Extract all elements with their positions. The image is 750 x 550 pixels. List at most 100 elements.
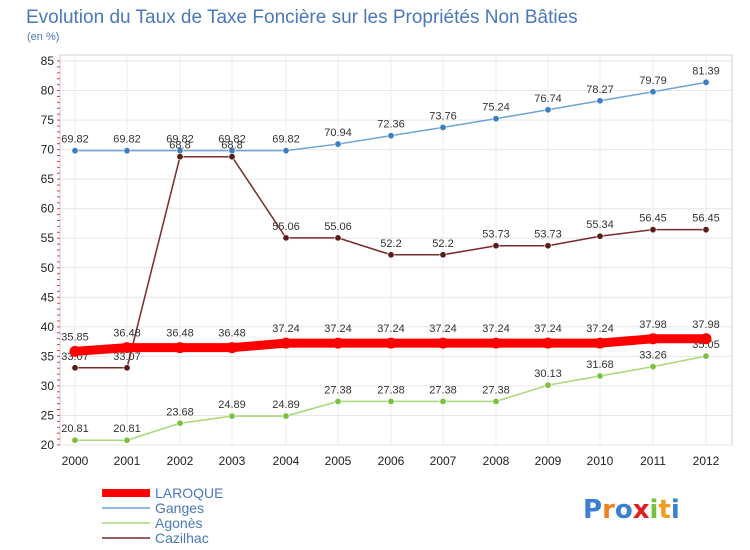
data-label-laroque: 37.24 bbox=[482, 323, 510, 335]
data-point-agons bbox=[282, 412, 290, 420]
data-label-ganges: 75.24 bbox=[482, 102, 510, 114]
data-point-agons bbox=[702, 352, 710, 360]
data-point-laroque bbox=[69, 345, 81, 357]
data-label-cazilhac: 56.45 bbox=[639, 213, 667, 225]
data-label-laroque: 37.24 bbox=[534, 323, 562, 335]
data-point-ganges bbox=[439, 123, 447, 131]
logo-letter: i bbox=[650, 495, 659, 525]
data-point-laroque bbox=[174, 342, 186, 354]
data-label-agons: 20.81 bbox=[61, 423, 89, 435]
data-label-ganges: 69.82 bbox=[113, 134, 141, 146]
data-label-ganges: 70.94 bbox=[324, 127, 352, 139]
x-tick-label: 2006 bbox=[378, 454, 405, 468]
data-point-laroque bbox=[647, 333, 659, 345]
data-label-cazilhac: 55.06 bbox=[272, 221, 300, 233]
data-label-laroque: 37.98 bbox=[639, 319, 667, 331]
data-point-agons bbox=[228, 412, 236, 420]
logo-letter: o bbox=[615, 495, 633, 525]
data-label-ganges: 69.82 bbox=[272, 134, 300, 146]
y-tick-label: 50 bbox=[41, 261, 55, 275]
data-point-agons bbox=[71, 436, 79, 444]
y-tick-label: 40 bbox=[41, 320, 55, 334]
data-label-cazilhac: 68.8 bbox=[221, 140, 242, 152]
data-label-laroque: 36.48 bbox=[166, 328, 194, 340]
x-tick-label: 2002 bbox=[167, 454, 194, 468]
data-point-cazilhac bbox=[439, 251, 447, 259]
data-point-ganges bbox=[649, 88, 657, 96]
data-label-laroque: 37.98 bbox=[692, 319, 720, 331]
y-tick-label: 60 bbox=[41, 202, 55, 216]
y-tick-label: 30 bbox=[41, 379, 55, 393]
data-label-laroque: 35.85 bbox=[61, 331, 89, 343]
data-label-agons: 31.68 bbox=[586, 359, 614, 371]
data-point-cazilhac bbox=[544, 242, 552, 250]
data-label-laroque: 37.24 bbox=[429, 323, 457, 335]
data-point-ganges bbox=[334, 140, 342, 148]
data-label-agons: 27.38 bbox=[324, 384, 352, 396]
data-label-agons: 24.89 bbox=[218, 399, 246, 411]
data-point-cazilhac bbox=[71, 364, 79, 372]
y-tick-label: 65 bbox=[41, 172, 55, 186]
data-point-ganges bbox=[702, 78, 710, 86]
data-label-ganges: 81.39 bbox=[692, 65, 720, 77]
data-label-laroque: 37.24 bbox=[272, 323, 300, 335]
y-tick-label: 55 bbox=[41, 231, 55, 245]
data-label-cazilhac: 33.07 bbox=[113, 351, 141, 363]
legend-label-cazilhac: Cazilhac bbox=[155, 530, 209, 546]
x-tick-label: 2010 bbox=[587, 454, 614, 468]
data-point-laroque bbox=[542, 337, 554, 349]
data-point-ganges bbox=[596, 97, 604, 105]
plot-area: 20 25 30 35 40 45 50 55 60 65 70 75 80 85 2000 2001 2002… bbox=[41, 54, 733, 468]
data-label-agons: 23.68 bbox=[166, 406, 194, 418]
logo-letter: x bbox=[633, 495, 650, 525]
data-label-ganges: 73.76 bbox=[429, 110, 457, 122]
data-label-agons: 24.89 bbox=[272, 399, 300, 411]
y-tick-label: 20 bbox=[41, 438, 55, 452]
data-point-laroque bbox=[437, 337, 449, 349]
legend-label-laroque: LAROQUE bbox=[155, 485, 223, 501]
data-point-laroque bbox=[280, 337, 292, 349]
chart-subtitle: (en %) bbox=[27, 31, 59, 43]
logo-letter: r bbox=[602, 495, 615, 525]
logo-letter: P bbox=[583, 495, 602, 525]
data-point-cazilhac bbox=[334, 234, 342, 242]
data-point-cazilhac bbox=[596, 232, 604, 240]
data-label-ganges: 79.79 bbox=[639, 75, 667, 87]
data-label-cazilhac: 56.45 bbox=[692, 213, 720, 225]
data-point-ganges bbox=[387, 132, 395, 140]
data-label-laroque: 36.48 bbox=[218, 328, 246, 340]
data-label-cazilhac: 53.73 bbox=[482, 229, 510, 241]
data-label-cazilhac: 53.73 bbox=[534, 229, 562, 241]
x-tick-label: 2012 bbox=[693, 454, 720, 468]
data-point-agons bbox=[176, 419, 184, 427]
data-label-agons: 27.38 bbox=[377, 384, 405, 396]
data-point-cazilhac bbox=[492, 242, 500, 250]
data-label-agons: 30.13 bbox=[534, 368, 562, 380]
data-point-ganges bbox=[123, 147, 131, 155]
y-tick-label: 75 bbox=[41, 113, 55, 127]
data-point-ganges bbox=[492, 115, 500, 123]
data-point-agons bbox=[439, 397, 447, 405]
data-label-ganges: 69.82 bbox=[61, 134, 89, 146]
data-point-cazilhac bbox=[702, 226, 710, 234]
data-label-cazilhac: 55.34 bbox=[586, 219, 614, 231]
y-tick-label: 70 bbox=[41, 143, 55, 157]
x-tick-label: 2008 bbox=[483, 454, 510, 468]
x-tick-label: 2000 bbox=[62, 454, 89, 468]
data-label-cazilhac: 55.06 bbox=[324, 221, 352, 233]
data-label-cazilhac: 52.2 bbox=[380, 238, 401, 250]
logo-text: Proxiti bbox=[583, 495, 680, 525]
y-tick-label: 25 bbox=[41, 408, 55, 422]
data-point-cazilhac bbox=[228, 153, 236, 161]
data-label-cazilhac: 52.2 bbox=[432, 238, 453, 250]
proxiti-logo: Proxiti bbox=[583, 495, 680, 525]
x-tick-label: 2001 bbox=[114, 454, 141, 468]
data-label-laroque: 37.24 bbox=[324, 323, 352, 335]
x-tick-label: 2005 bbox=[325, 454, 352, 468]
data-point-agons bbox=[123, 436, 131, 444]
data-label-agons: 27.38 bbox=[482, 384, 510, 396]
data-label-agons: 20.81 bbox=[113, 423, 141, 435]
data-point-agons bbox=[649, 363, 657, 371]
data-point-agons bbox=[492, 397, 500, 405]
logo-letter: t bbox=[658, 495, 670, 525]
